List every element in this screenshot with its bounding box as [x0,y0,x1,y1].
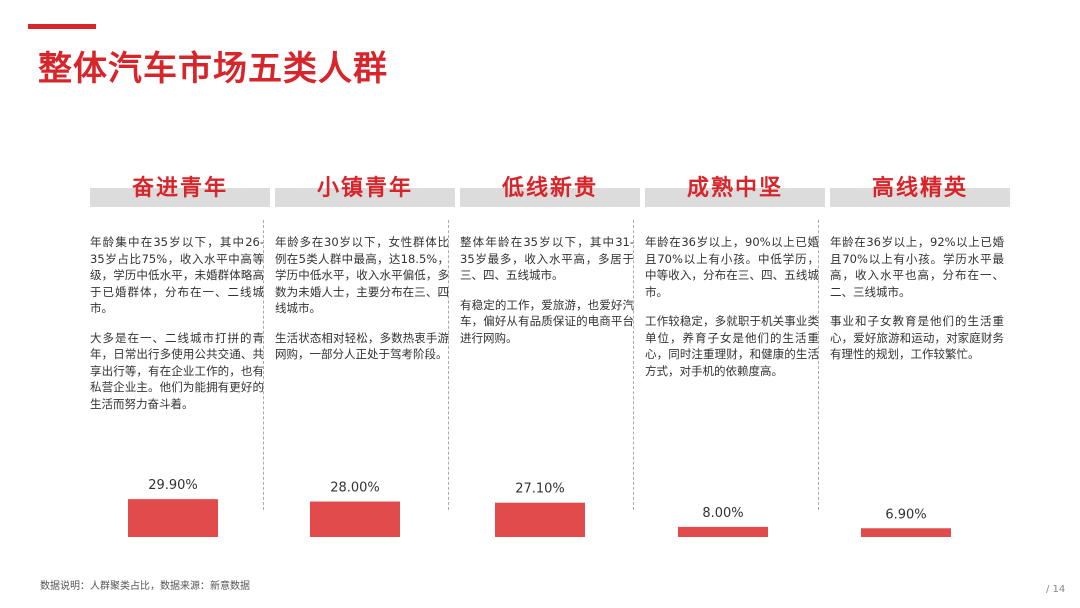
heading-band [90,188,270,207]
description-paragraph: 事业和子女教育是他们的生活重心，爱好旅游和运动，对家庭财务有理性的规划，工作较繁… [830,314,1004,361]
heading-band [460,188,640,207]
column-divider [263,220,264,510]
segment-name: 成熟中坚 [686,176,783,201]
segment-column: 低线新贵 整体年龄在35岁以下，其中31-35岁最多，收入水平高，多居于三、四、… [460,168,640,568]
column-divider [633,220,634,510]
segment-heading: 小镇青年 [275,168,455,208]
page-title: 整体汽车市场五类人群 [38,49,388,89]
data-footnote: 数据说明：人群聚类占比，数据来源：新意数据 [40,581,250,592]
description-paragraph: 大多是在一、二线城市打拼的青年，日常出行多使用公共交通、共享出行等，有在企业工作… [90,330,264,411]
segment-heading: 成熟中坚 [645,168,825,208]
segment-column: 成熟中坚 年龄在36岁以上，90%以上已婚且70%以上有小孩。中低学历，中等收入… [645,168,825,568]
description-paragraph: 生活状态相对轻松，多数热衷手游网购，一部分人正处于驾考阶段。 [275,330,449,362]
page-number: / 14 [1046,584,1066,595]
description-paragraph: 年龄在36岁以上，92%以上已婚且70%以上有小孩。学历水平最高，收入水平也高，… [830,235,1004,299]
heading-band [830,188,1010,207]
segment-name: 低线新贵 [501,176,598,201]
description-paragraph: 有稳定的工作，爱旅游，也爱好汽车，偏好从有品质保证的电商平台进行网购。 [460,297,634,345]
segment-heading: 高线精英 [830,168,1010,208]
segment-column: 奋进青年 年龄集中在35岁以下，其中26-35岁占比75%，收入水平中高等级，学… [90,168,270,568]
segment-description: 整体年龄在35岁以下，其中31-35岁最多，收入水平高，多居于三、四、五线城市。… [460,234,634,359]
segment-description: 年龄集中在35岁以下，其中26-35岁占比75%，收入水平中高等级，学历中低水平… [90,234,264,425]
segment-description: 年龄在36岁以上，92%以上已婚且70%以上有小孩。学历水平最高，收入水平也高，… [830,234,1004,376]
description-paragraph: 年龄在36岁以上，90%以上已婚且70%以上有小孩。中低学历，中等收入，分布在三… [645,235,819,299]
segment-heading: 低线新贵 [460,168,640,208]
heading-band [275,188,455,207]
description-paragraph: 年龄多在30岁以下，女性群体比例在5类人群中最高，达18.5%，学历中低水平，收… [275,235,449,315]
column-divider [818,220,819,510]
segment-name: 高线精英 [871,176,968,201]
segment-column: 小镇青年 年龄多在30岁以下，女性群体比例在5类人群中最高，达18.5%，学历中… [275,168,455,568]
heading-band [645,188,825,207]
segment-name: 小镇青年 [316,176,413,201]
description-paragraph: 整体年龄在35岁以下，其中31-35岁最多，收入水平高，多居于三、四、五线城市。 [460,235,634,282]
segment-heading: 奋进青年 [90,168,270,208]
title-accent-bar [28,24,96,29]
description-paragraph: 年龄集中在35岁以下，其中26-35岁占比75%，收入水平中高等级，学历中低水平… [90,235,264,315]
segment-description: 年龄多在30岁以下，女性群体比例在5类人群中最高，达18.5%，学历中低水平，收… [275,234,449,376]
column-divider [448,220,449,510]
segment-name: 奋进青年 [131,176,228,201]
segment-description: 年龄在36岁以上，90%以上已婚且70%以上有小孩。中低学历，中等收入，分布在三… [645,234,819,392]
description-paragraph: 工作较稳定，多就职于机关事业类单位，养育子女是他们的生活重心，同时注重理财，和健… [645,314,819,378]
segment-column: 高线精英 年龄在36岁以上，92%以上已婚且70%以上有小孩。学历水平最高，收入… [830,168,1010,568]
